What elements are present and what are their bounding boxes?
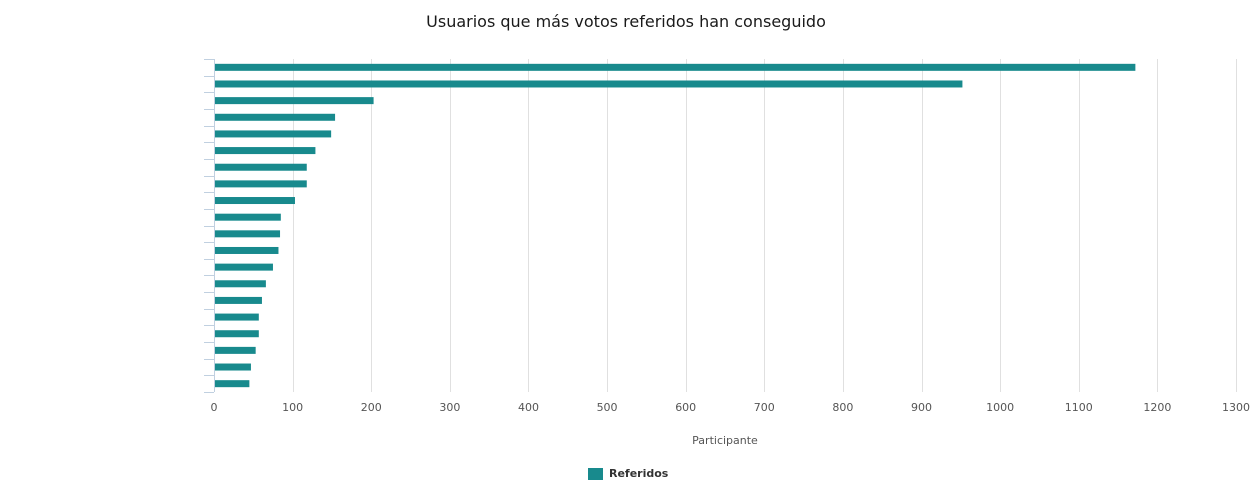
bar[interactable]: [215, 130, 332, 138]
bar[interactable]: [215, 180, 307, 188]
x-tick-label: 400: [518, 401, 539, 414]
bar[interactable]: [215, 63, 1136, 71]
x-tick-label: 1100: [1065, 401, 1093, 414]
bar[interactable]: [215, 263, 273, 271]
bar[interactable]: [215, 230, 281, 238]
bar[interactable]: [215, 313, 259, 321]
grid-lines: [293, 59, 1237, 392]
legend-swatch: [588, 467, 603, 480]
x-tick-label: 900: [911, 401, 932, 414]
x-axis-title: Participante: [692, 434, 758, 447]
bar[interactable]: [215, 147, 316, 155]
x-tick-label: 0: [211, 401, 218, 414]
bar[interactable]: [215, 213, 281, 221]
bar[interactable]: [215, 363, 251, 371]
x-tick-label: 700: [754, 401, 775, 414]
bar[interactable]: [215, 380, 250, 388]
x-tick-label: 1200: [1143, 401, 1171, 414]
bar[interactable]: [215, 246, 279, 254]
x-tick-label: 100: [282, 401, 303, 414]
bar[interactable]: [215, 197, 295, 205]
chart-title: Usuarios que más votos referidos han con…: [426, 12, 826, 31]
bar[interactable]: [215, 97, 374, 105]
bar[interactable]: [215, 163, 307, 171]
x-tick-label: 500: [597, 401, 618, 414]
bar[interactable]: [215, 80, 963, 88]
x-tick-label: 200: [361, 401, 382, 414]
x-tick-label: 1000: [986, 401, 1014, 414]
legend-label: Referidos: [609, 467, 669, 480]
bar[interactable]: [215, 346, 256, 354]
bars: [215, 63, 1136, 388]
bar[interactable]: [215, 113, 336, 121]
axes: [204, 59, 215, 393]
bar[interactable]: [215, 280, 266, 288]
x-tick-label: 1300: [1222, 401, 1250, 414]
bar[interactable]: [215, 330, 259, 338]
x-tick-label: 600: [675, 401, 696, 414]
x-tick-label: 300: [439, 401, 460, 414]
legend[interactable]: Referidos: [588, 467, 668, 480]
labels: 0 100 200 300 400 500 600 700 800 900 1000 1100 1200…: [211, 401, 1251, 414]
x-tick-label: 800: [832, 401, 853, 414]
bar[interactable]: [215, 296, 262, 304]
